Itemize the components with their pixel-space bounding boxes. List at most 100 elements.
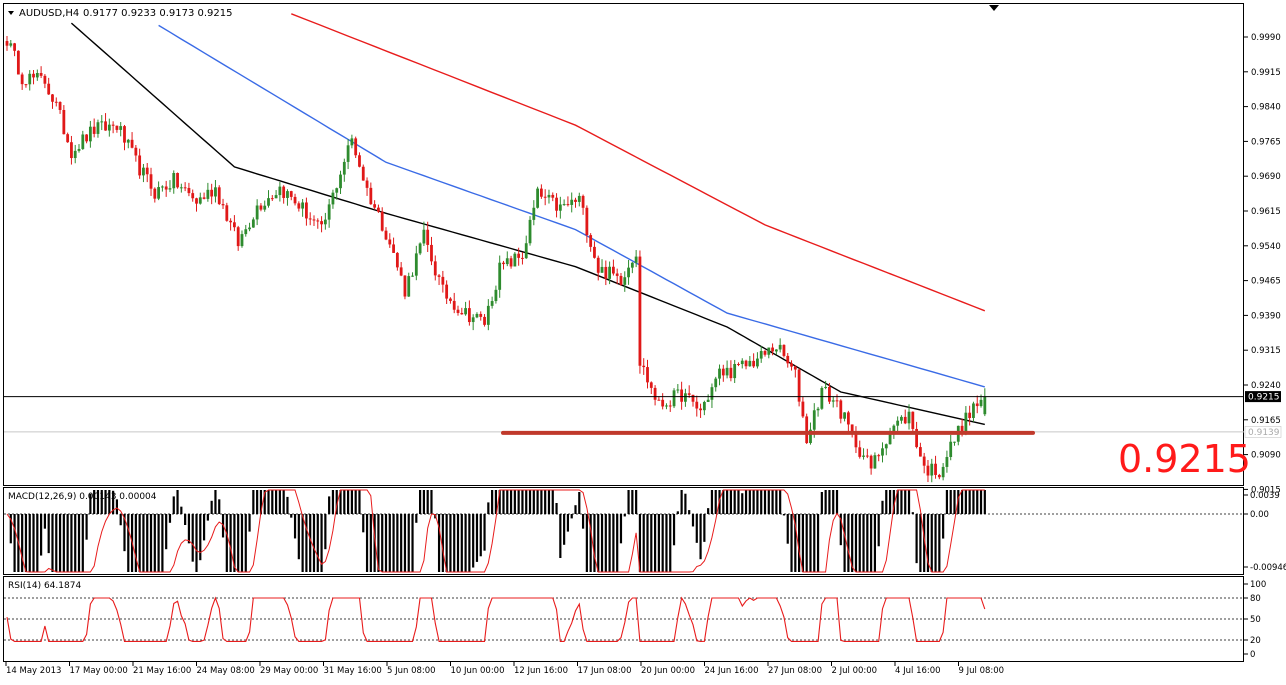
candle-body <box>903 416 907 424</box>
candle-body <box>267 198 270 206</box>
candle-body <box>403 275 407 297</box>
candle-body <box>358 155 361 167</box>
candle-body <box>5 41 9 46</box>
candle-body <box>475 313 479 318</box>
candle-body <box>509 258 513 267</box>
candle-body <box>392 244 395 253</box>
candle-body <box>407 276 411 297</box>
candle-body <box>301 202 305 209</box>
candle-body <box>342 161 346 175</box>
candle-body <box>771 347 774 352</box>
candle-body <box>672 390 676 407</box>
rsi-tick-label: 20 <box>1250 636 1261 646</box>
candle-body <box>66 134 70 143</box>
candle-body <box>740 360 744 365</box>
time-tick-label: 21 May 16:00 <box>133 666 191 676</box>
candle-body <box>460 312 464 315</box>
candle-body <box>157 187 160 199</box>
symbol-menu-icon[interactable] <box>8 11 14 15</box>
candle-body <box>145 167 149 175</box>
candle-body <box>20 74 24 85</box>
candle-body <box>130 139 134 148</box>
candle-body <box>191 193 195 199</box>
candle-body <box>384 230 388 240</box>
candle-body <box>945 456 949 467</box>
candle-body <box>399 267 403 276</box>
candle-body <box>854 431 858 448</box>
price-tick-label: 0.9315 <box>1251 346 1281 356</box>
time-tick-label: 4 Jul 16:00 <box>895 666 941 676</box>
price-tick-label: 0.9240 <box>1251 381 1281 391</box>
candle-body <box>513 253 517 267</box>
candle-body <box>574 199 577 202</box>
candle-body <box>395 252 399 268</box>
candle-body <box>244 229 248 235</box>
candle-body <box>782 344 786 356</box>
candle-body <box>733 363 737 379</box>
candle-body <box>748 360 752 367</box>
candle-body <box>676 389 680 391</box>
candle-body <box>51 94 54 102</box>
candle-body <box>816 408 820 411</box>
candle-body <box>153 188 157 199</box>
price-axis: 0.9990 0.9915 0.9840 0.9765 0.9690 0.9615 0.95… <box>1244 33 1281 495</box>
candle-body <box>543 196 547 198</box>
candle-body <box>865 455 869 457</box>
time-tick-label: 12 Jun 16:00 <box>514 666 568 676</box>
candle-body <box>388 239 392 245</box>
candle-body <box>70 142 73 159</box>
candle-body <box>706 399 710 402</box>
candle-body <box>778 344 782 350</box>
candle-body <box>596 257 600 273</box>
candle-body <box>494 289 498 302</box>
candle-body <box>718 368 721 379</box>
candle-body <box>972 403 975 418</box>
candle-body <box>524 243 528 259</box>
candle-body <box>737 363 740 365</box>
rsi-tick-label: 80 <box>1250 594 1261 604</box>
candle-body <box>695 401 699 409</box>
candle-body <box>183 187 187 189</box>
candle-body <box>350 138 354 146</box>
candle-body <box>774 349 778 352</box>
candle-body <box>911 411 915 429</box>
main-chart-panel <box>3 3 1244 486</box>
macd-tick-label: 0.0039 <box>1250 491 1280 501</box>
candle-body <box>577 195 581 202</box>
candle-body <box>846 412 850 425</box>
candle-body <box>195 198 198 204</box>
candle-body <box>373 204 377 208</box>
time-tick-label: 10 Jun 00:00 <box>451 666 505 676</box>
candle-body <box>467 308 471 323</box>
candle-body <box>702 401 706 411</box>
candle-body <box>39 73 43 76</box>
candle-body <box>217 187 221 205</box>
candle-body <box>661 399 665 407</box>
candle-body <box>35 73 39 78</box>
price-tick-label: 0.9615 <box>1251 207 1281 217</box>
candle-body <box>918 447 922 457</box>
chart-shift-marker-icon[interactable] <box>989 5 999 11</box>
price-tick-label: 0.9390 <box>1251 311 1281 321</box>
candle-body <box>922 456 926 466</box>
candle-body <box>456 309 460 313</box>
candle-body <box>623 277 627 285</box>
candle-body <box>263 205 267 210</box>
candle-body <box>331 192 335 205</box>
big-price-label: 0.9215 <box>1118 437 1251 481</box>
candle-body <box>869 455 873 469</box>
candle-body <box>547 194 551 198</box>
candle-body <box>570 199 574 205</box>
candle-body <box>377 207 380 212</box>
candle-body <box>452 300 456 310</box>
candle-body <box>581 195 585 208</box>
price-tick-label: 0.9540 <box>1251 242 1281 252</box>
candle-body <box>657 399 661 401</box>
candle-body <box>877 455 881 457</box>
candle-body <box>888 431 892 445</box>
candle-body <box>293 196 297 204</box>
candle-body <box>532 207 536 220</box>
candle-body <box>763 351 767 355</box>
